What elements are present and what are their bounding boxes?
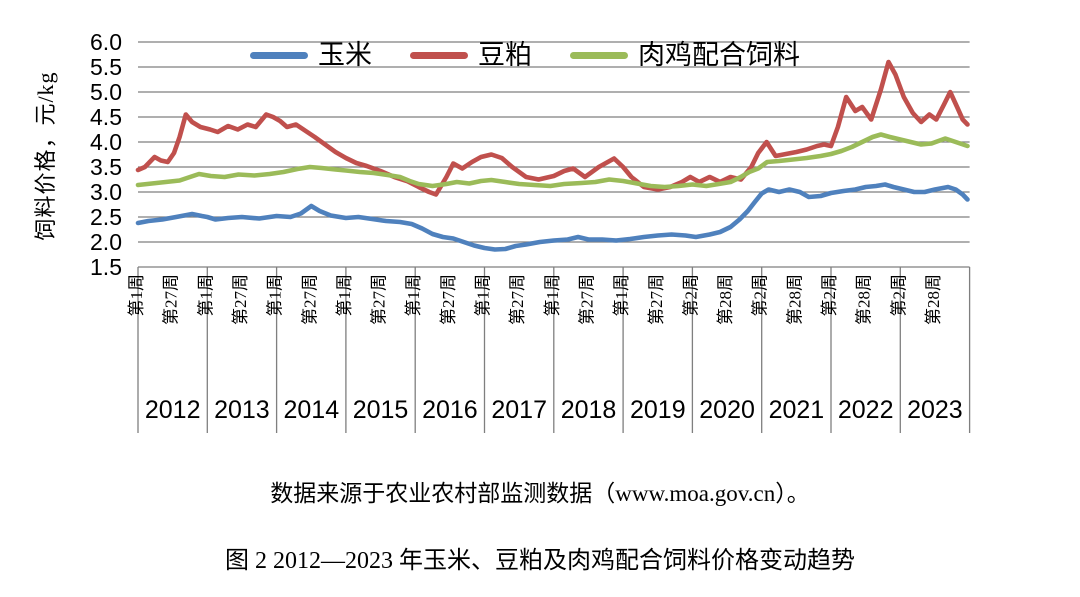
soybean-meal-line-swatch — [410, 51, 468, 59]
x-tick-week-label: 第27周 — [300, 274, 319, 325]
legend-item-broiler-feed: 肉鸡配合饲料 — [570, 40, 800, 70]
chart-legend: 玉米 豆粕 肉鸡配合饲料 — [250, 40, 800, 70]
x-year-label: 2015 — [353, 396, 409, 424]
x-tick-week-label: 第28周 — [855, 274, 874, 325]
x-year-label: 2017 — [491, 396, 547, 424]
x-tick-week-label: 第2周 — [681, 274, 700, 317]
x-tick-week-label: 第1周 — [543, 274, 562, 317]
y-tick-label: 4.5 — [90, 104, 122, 130]
x-year-label: 2023 — [907, 396, 963, 424]
legend-label-corn: 玉米 — [318, 40, 372, 70]
legend-item-soybean-meal: 豆粕 — [410, 40, 532, 70]
y-tick-label: 6.0 — [90, 29, 122, 55]
x-tick-week-label: 第1周 — [196, 274, 215, 317]
corn-line-swatch — [250, 51, 308, 59]
x-tick-week-label: 第27周 — [508, 274, 527, 325]
y-tick-label: 5.5 — [90, 54, 122, 80]
x-tick-week-label: 第2周 — [751, 274, 770, 317]
y-tick-label: 3.5 — [90, 154, 122, 180]
legend-label-broiler-feed: 肉鸡配合饲料 — [638, 40, 800, 70]
x-year-label: 2016 — [422, 396, 478, 424]
y-tick-label: 2.0 — [90, 229, 122, 255]
x-tick-week-label: 第1周 — [612, 274, 631, 317]
x-year-label: 2019 — [630, 396, 686, 424]
series-line-1 — [135, 59, 970, 197]
x-year-label: 2020 — [699, 396, 755, 424]
y-tick-label: 1.5 — [90, 254, 122, 280]
x-tick-week-label: 第27周 — [231, 274, 250, 325]
legend-label-soybean-meal: 豆粕 — [478, 40, 532, 70]
series-line-0 — [135, 182, 970, 252]
x-year-label: 2013 — [214, 396, 270, 424]
x-year-label: 2012 — [145, 396, 201, 424]
x-tick-week-label: 第1周 — [335, 274, 354, 317]
feed-price-chart: 6.0 5.5 5.0 4.5 4.0 3.5 3.0 2.5 2.0 1.5 第1周 第27周 第1周… — [33, 29, 971, 433]
y-tick-label: 2.5 — [90, 204, 122, 230]
x-tick-week-label: 第28周 — [716, 274, 735, 325]
y-tick-label: 5.0 — [90, 79, 122, 105]
x-tick-week-label: 第1周 — [266, 274, 285, 317]
y-tick-label: 4.0 — [90, 129, 122, 155]
y-tick-label: 3.0 — [90, 179, 122, 205]
x-tick-week-label: 第2周 — [820, 274, 839, 317]
y-axis-title: 饲料价格，元/kg — [33, 71, 58, 241]
x-year-label: 2021 — [769, 396, 825, 424]
legend-item-corn: 玉米 — [250, 40, 372, 70]
x-tick-week-label: 第1周 — [127, 274, 146, 317]
x-tick-week-label: 第27周 — [439, 274, 458, 325]
x-tick-week-label: 第27周 — [647, 274, 666, 325]
data-source-note: 数据来源于农业农村部监测数据（www.moa.gov.cn）。 — [270, 481, 810, 506]
x-year-label: 2014 — [283, 396, 339, 424]
x-tick-week-label: 第1周 — [404, 274, 423, 317]
x-tick-week-label: 第27周 — [578, 274, 597, 325]
broiler-feed-line-swatch — [570, 51, 628, 59]
series-line-2 — [135, 132, 970, 190]
x-tick-week-label: 第2周 — [889, 274, 908, 317]
figure-caption: 图 2 2012—2023 年玉米、豆粕及肉鸡配合饲料价格变动趋势 — [225, 548, 855, 574]
x-tick-week-label: 第27周 — [162, 274, 181, 325]
x-tick-week-label: 第27周 — [370, 274, 389, 325]
x-tick-week-label: 第1周 — [474, 274, 493, 317]
x-tick-week-label: 第28周 — [785, 274, 804, 325]
x-year-label: 2022 — [838, 396, 894, 424]
x-tick-week-label: 第28周 — [924, 274, 943, 325]
x-year-label: 2018 — [561, 396, 617, 424]
